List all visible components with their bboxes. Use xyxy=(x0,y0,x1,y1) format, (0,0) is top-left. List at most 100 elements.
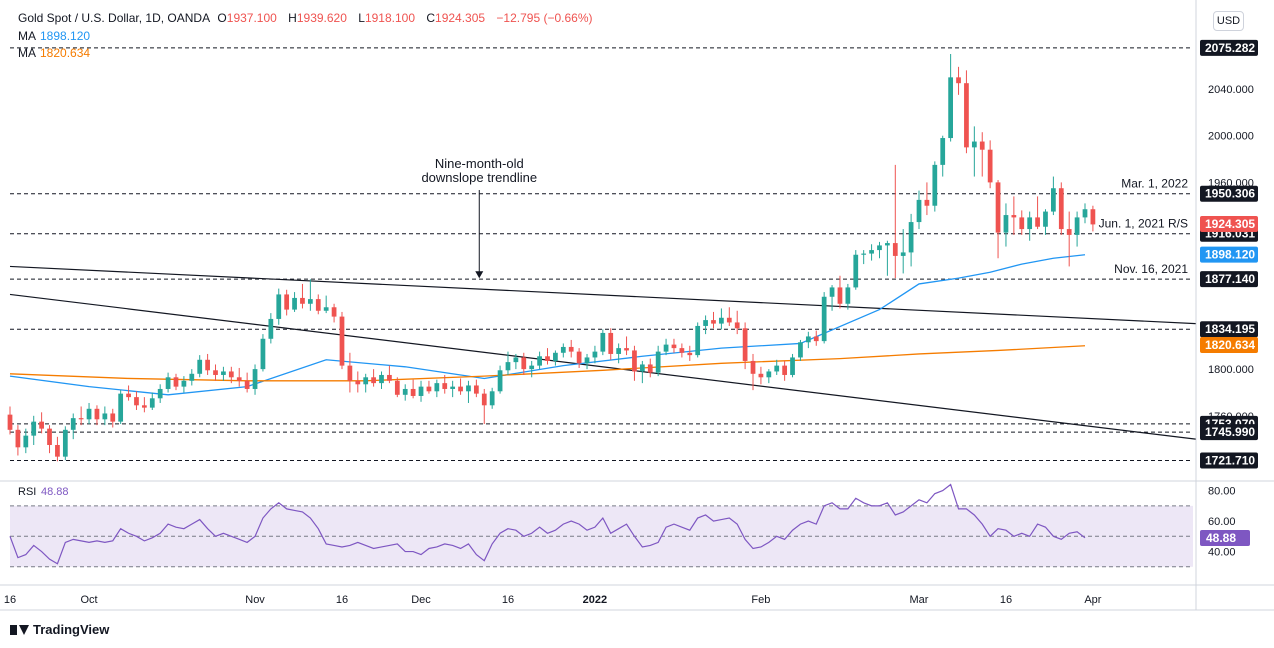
candle-body xyxy=(1035,217,1040,227)
candle-body xyxy=(7,414,13,430)
candle-body xyxy=(458,386,463,392)
candle-body xyxy=(940,138,946,165)
low-group: L1918.100 xyxy=(358,11,419,25)
candle-body xyxy=(126,393,131,398)
candle-body xyxy=(869,250,874,254)
candle-body xyxy=(750,360,756,374)
currency-button[interactable]: USD xyxy=(1213,11,1244,31)
ma-slow-label: MA xyxy=(18,46,36,60)
price-tick-label: 1800.000 xyxy=(1208,364,1254,376)
candle-body xyxy=(537,356,542,366)
candle-body xyxy=(679,348,685,353)
candle-body xyxy=(78,418,84,420)
ma-slow-value: 1820.634 xyxy=(40,46,91,60)
candle-body xyxy=(292,297,297,310)
candle-body xyxy=(86,408,92,420)
candle-body xyxy=(845,287,851,304)
legend-ma-fast[interactable]: MA 1898.120 xyxy=(18,29,94,43)
candle-body xyxy=(513,357,519,363)
candle-body xyxy=(15,429,21,448)
annotation-arrow-head xyxy=(475,271,484,279)
open-group: O1937.100 xyxy=(217,11,280,25)
candle-body xyxy=(307,299,313,304)
time-tick-label: Apr xyxy=(1084,594,1101,606)
candle-body xyxy=(173,377,179,387)
candle-body xyxy=(624,348,629,351)
candle-body xyxy=(584,357,590,364)
trendline xyxy=(9,293,1196,440)
candle-body xyxy=(948,77,953,139)
price-tag xyxy=(1200,216,1258,233)
level-tag xyxy=(1200,424,1258,441)
candle-body xyxy=(916,199,922,223)
rsi-tick-label: 60.00 xyxy=(1208,516,1236,528)
candle-body xyxy=(134,397,139,406)
candle-body xyxy=(62,429,68,457)
ma-fast-label: MA xyxy=(18,29,36,43)
price-tag-label: 1820.634 xyxy=(1205,338,1255,352)
trendline xyxy=(9,265,1196,325)
rsi-legend-value: 48.88 xyxy=(41,486,69,498)
candle-body xyxy=(553,352,558,361)
price-tag xyxy=(1200,246,1258,263)
candle-body xyxy=(473,385,479,394)
candle-body xyxy=(995,182,1001,233)
candle-body xyxy=(647,364,653,373)
candle-body xyxy=(1019,217,1025,230)
candle-body xyxy=(813,336,819,342)
open-value: 1937.100 xyxy=(226,11,277,25)
rsi-tick-label: 40.00 xyxy=(1208,547,1236,559)
candle-body xyxy=(829,287,835,297)
level-tag-label: 1877.140 xyxy=(1205,272,1255,286)
level-annotation: Mar. 1, 2022 xyxy=(1121,177,1188,191)
candle-body xyxy=(798,342,803,358)
candle-body xyxy=(1082,209,1088,218)
candle-body xyxy=(181,380,187,387)
candle-body xyxy=(671,344,677,349)
candle-body xyxy=(387,374,392,381)
candle-body xyxy=(900,252,906,256)
time-tick-label: Feb xyxy=(751,594,770,606)
close-group: C1924.305 xyxy=(426,11,489,25)
candle-body xyxy=(450,386,456,389)
candle-body xyxy=(379,374,384,384)
open-label: O xyxy=(217,11,227,25)
candle-body xyxy=(205,359,210,371)
candle-body xyxy=(782,365,788,375)
level-tag-label: 1721.710 xyxy=(1205,453,1255,467)
candle-body xyxy=(426,386,432,392)
legend-ma-slow[interactable]: MA 1820.634 xyxy=(18,46,94,60)
candle-body xyxy=(885,243,890,246)
symbol-name: Gold Spot / U.S. Dollar, 1D, OANDA xyxy=(18,11,211,25)
candle-body xyxy=(244,380,250,389)
price-tag-label: 1924.305 xyxy=(1205,217,1255,231)
candle-body xyxy=(821,296,827,342)
close-value: 1924.305 xyxy=(435,11,486,25)
candle-body xyxy=(726,317,732,323)
candle-body xyxy=(790,357,795,375)
high-group: H1939.620 xyxy=(288,11,351,25)
candle-body xyxy=(489,391,495,406)
legend-ohlc: Gold Spot / U.S. Dollar, 1D, OANDA O1937… xyxy=(18,11,597,25)
candle-body xyxy=(497,370,503,392)
candle-body xyxy=(213,370,218,375)
candle-body xyxy=(252,369,258,389)
time-tick-label: 16 xyxy=(1000,594,1012,606)
candle-body xyxy=(110,413,116,422)
candle-body xyxy=(734,322,740,329)
candle-body xyxy=(908,222,914,253)
candle-body xyxy=(924,199,930,206)
candle-body xyxy=(418,386,424,396)
candle-body xyxy=(687,352,693,356)
tradingview-logo[interactable]: TradingView xyxy=(10,622,109,637)
candle-body xyxy=(639,364,645,372)
low-label: L xyxy=(358,11,365,25)
price-tick-label: 2040.000 xyxy=(1208,84,1254,96)
candle-body xyxy=(323,307,329,311)
candle-body xyxy=(853,254,859,288)
time-tick-label: Oct xyxy=(80,594,97,606)
candle-body xyxy=(55,444,60,457)
candle-body xyxy=(70,418,76,430)
time-tick-label: 16 xyxy=(502,594,514,606)
